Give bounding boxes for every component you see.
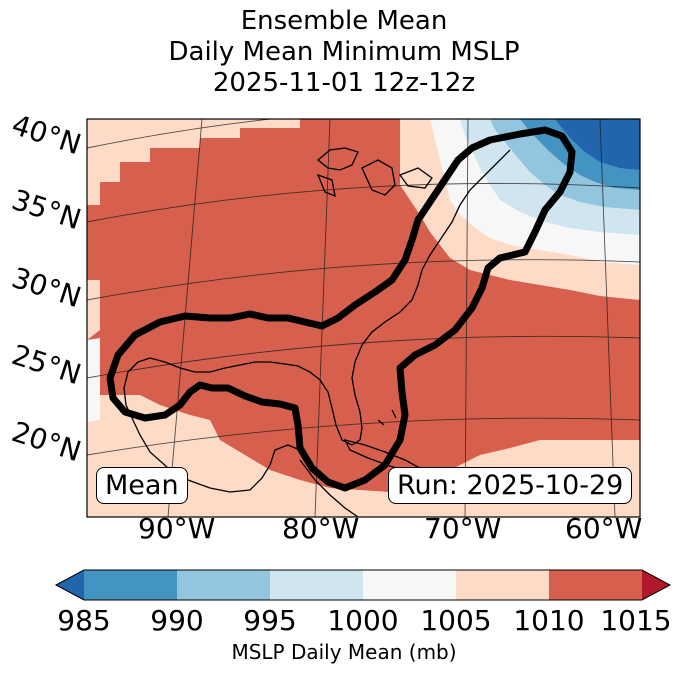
colorbar-segment-985-990 — [84, 570, 177, 600]
colorbar-segment-995-1000 — [270, 570, 363, 600]
meridian-60w — [599, 119, 616, 517]
title-line-3: 2025-11-01 12z-12z — [212, 68, 476, 98]
mslp-field-below-985 — [555, 119, 640, 170]
ensemble-contour-outline — [106, 126, 576, 492]
title-line-1: Ensemble Mean — [240, 6, 448, 36]
mslp-field — [87, 119, 640, 517]
meridian-80w — [314, 119, 331, 517]
colorbar-extend-high — [642, 570, 670, 600]
colorbar-tick-990: 990 — [150, 604, 204, 637]
mexico-coastline — [131, 417, 301, 493]
colorbar-segment-1010-1015 — [549, 570, 642, 600]
colorbar-tick-1010: 1010 — [513, 604, 585, 637]
colorbar-tick-1000: 1000 — [327, 604, 399, 637]
mean-label-box: Mean — [96, 467, 188, 504]
colorbar-tick-995: 995 — [243, 604, 297, 637]
mslp-field-1000-1005-west — [87, 338, 100, 422]
lon-label-70w: 70°W — [424, 512, 502, 545]
colorbar — [54, 569, 672, 601]
mslp-field-1005-1010-west — [87, 280, 100, 340]
colorbar-extend-low — [56, 570, 84, 600]
great-lakes-coastline — [316, 147, 433, 198]
colorbar-segment-1000-1005 — [363, 570, 456, 600]
colorbar-label: MSLP Daily Mean (mb) — [231, 640, 457, 664]
title-line-2: Daily Mean Minimum MSLP — [168, 37, 520, 67]
parallel-40n — [87, 119, 276, 149]
colorbar-segment-990-995 — [177, 570, 270, 600]
parallel-25n — [87, 335, 640, 379]
colorbar-tick-985: 985 — [57, 604, 111, 637]
lon-label-60w: 60°W — [565, 512, 643, 545]
colorbar-segment-1005-1010 — [456, 570, 549, 600]
central-america-coastline — [299, 459, 359, 517]
mslp-field-1005-1010-northwest — [87, 119, 300, 205]
lon-label-90w: 90°W — [138, 512, 216, 545]
parallel-30n — [87, 259, 640, 301]
colorbar-tick-1005: 1005 — [420, 604, 492, 637]
east-coast-coastline — [123, 149, 511, 446]
coastlines — [123, 147, 511, 517]
figure-title: Ensemble Mean Daily Mean Minimum MSLP 20… — [0, 6, 688, 99]
lon-label-80w: 80°W — [282, 512, 360, 545]
run-date-box: Run: 2025-10-29 — [388, 467, 633, 504]
colorbar-outline — [54, 569, 672, 601]
map-frame — [86, 118, 641, 518]
colorbar-tick-1015: 1015 — [600, 604, 672, 637]
